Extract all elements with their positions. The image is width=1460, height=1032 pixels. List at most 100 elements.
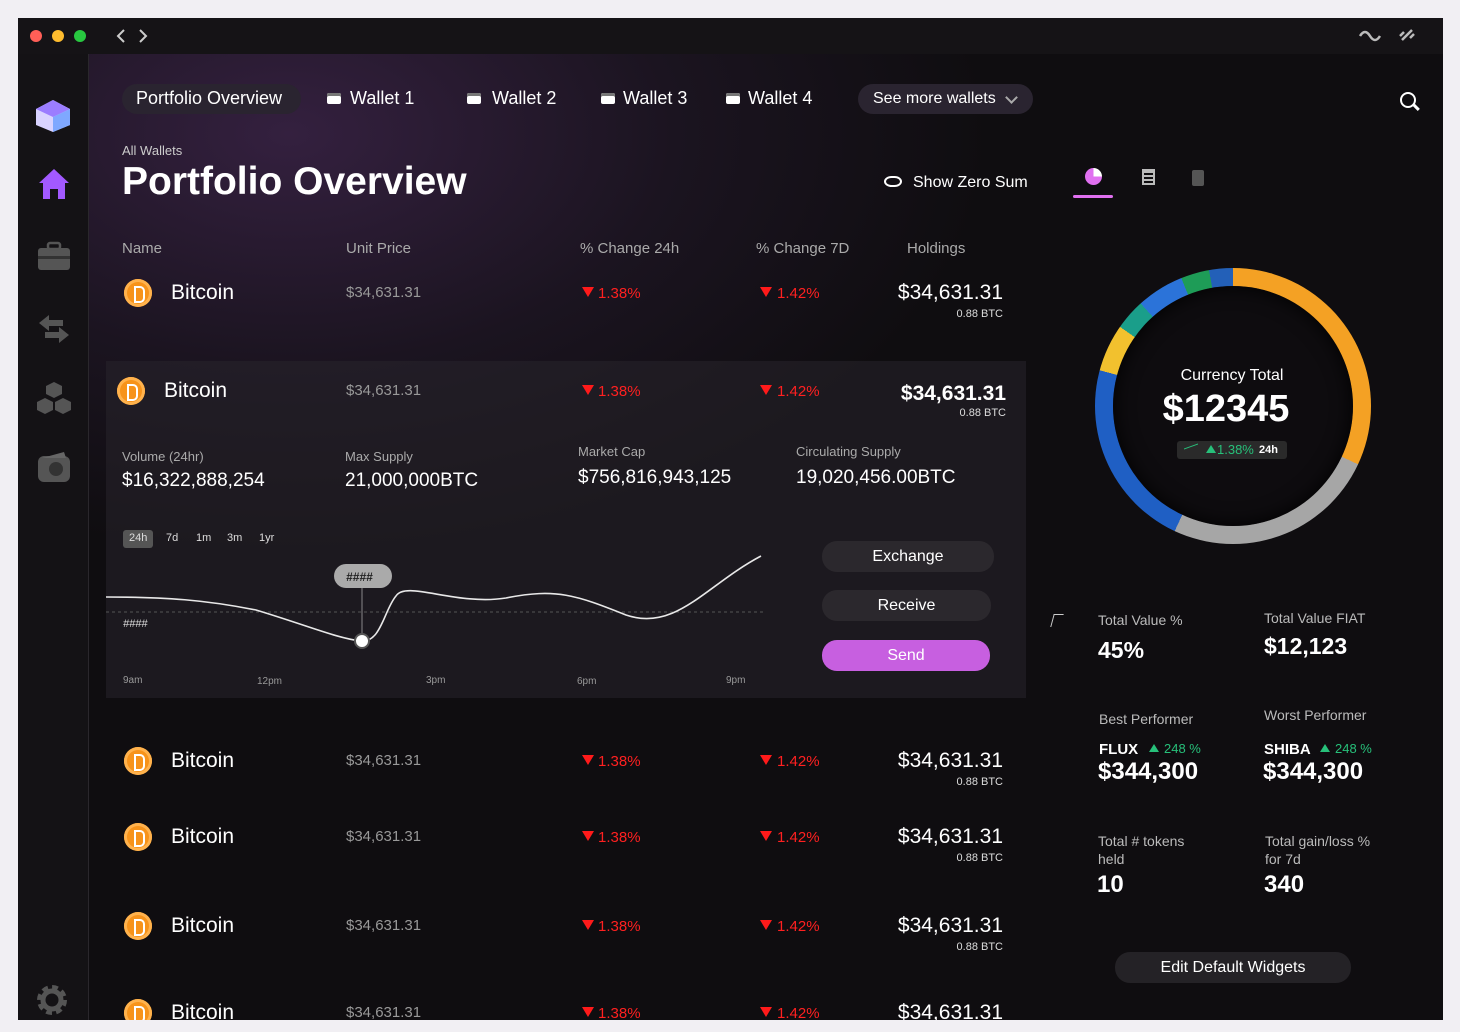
pointer-cursor (1050, 614, 1064, 627)
coin-name[interactable]: Bitcoin (171, 749, 235, 772)
coin-icon (124, 999, 152, 1020)
x-label: 3pm (426, 675, 446, 686)
change-7d: 1.42% (777, 285, 820, 302)
trend-icon (582, 755, 594, 765)
see-more-wallets[interactable]: See more wallets (873, 90, 996, 107)
wallet-tab-icon (726, 93, 740, 104)
see-more-bg[interactable] (858, 84, 1033, 114)
wallet-icon[interactable] (37, 241, 71, 271)
swap-icon[interactable] (37, 312, 71, 346)
change-pill (1177, 441, 1287, 459)
eye-icon (884, 176, 902, 187)
widget-value: 340 (1264, 871, 1305, 898)
pie-view-icon[interactable] (1085, 168, 1102, 185)
wallet-tab-icon (601, 93, 615, 104)
app-window: Portfolio Overview Wallet 1 Wallet 2 Wallet… (18, 18, 1443, 1020)
tab[interactable]: Wallet 1 (350, 88, 415, 108)
coin-name[interactable]: Bitcoin (171, 914, 235, 937)
page-title: Portfolio Overview (122, 160, 467, 203)
coin-icon (124, 823, 152, 851)
performer-value: $344,300 (1098, 758, 1199, 785)
stat-label: Volume (24hr) (122, 449, 204, 464)
x-label: 12pm (257, 676, 283, 687)
performer-value: $344,300 (1263, 758, 1364, 785)
tab[interactable]: Wallet 4 (748, 88, 813, 108)
widget-label: Total # tokens held (1098, 833, 1185, 867)
widget-label: Best Performer (1099, 711, 1194, 727)
holdings-amount: 0.88 BTC (956, 852, 1003, 864)
settings-icon[interactable] (34, 982, 70, 1018)
holdings-amount: 0.88 BTC (956, 941, 1003, 953)
unit-price: $34,631.31 (346, 828, 422, 845)
performer-change: 248 % (1164, 741, 1201, 756)
trend-icon (1320, 744, 1330, 752)
cursor-point[interactable] (354, 633, 370, 649)
action-button[interactable]: Send (822, 640, 990, 671)
view-underline (1073, 195, 1113, 198)
donut-hole (1113, 286, 1353, 526)
range-button[interactable]: 7d (166, 532, 179, 544)
holdings-amount: 0.88 BTC (959, 407, 1006, 419)
search-icon[interactable] (1400, 92, 1416, 108)
holdings: $34,631.31 (897, 1001, 1003, 1020)
holdings-amount: 0.88 BTC (956, 308, 1003, 320)
breadcrumb: All Wallets (122, 143, 183, 158)
stat-label: Max Supply (345, 449, 413, 464)
column-header: Holdings (907, 240, 966, 257)
list-view-icon[interactable] (1192, 170, 1204, 186)
coin-name[interactable]: Bitcoin (171, 825, 235, 848)
tab[interactable]: Wallet 3 (623, 88, 688, 108)
column-header: % Change 7D (756, 240, 850, 257)
performer-change: 248 % (1335, 741, 1372, 756)
tab-active-bg (122, 84, 301, 114)
cash-icon[interactable] (36, 450, 72, 484)
range-active-bg (123, 530, 153, 548)
range-button[interactable]: 3m (227, 532, 243, 544)
range-button[interactable]: 1yr (259, 532, 275, 544)
close-button[interactable] (30, 30, 42, 42)
donut-value: $12345 (1162, 388, 1290, 430)
minimize-button[interactable] (52, 30, 64, 42)
action-button[interactable]: Receive (822, 590, 991, 621)
change-7d: 1.42% (777, 383, 820, 400)
holdings: $34,631.31 (897, 825, 1003, 848)
donut-change: 1.38% (1217, 442, 1254, 457)
change-24h: 1.38% (598, 383, 641, 400)
price-chart (106, 555, 766, 649)
coin-name[interactable]: Bitcoin (164, 379, 228, 402)
widget-label: Total Value FIAT (1264, 610, 1366, 626)
widget-value: 10 (1097, 871, 1124, 898)
range-button[interactable]: 24h (129, 532, 148, 544)
holdings: $34,631.31 (897, 281, 1003, 304)
bar-icons[interactable] (1356, 24, 1426, 48)
nav-arrows[interactable] (110, 26, 154, 46)
stat-value: $16,322,888,254 (122, 470, 265, 491)
unit-price: $34,631.31 (346, 1004, 422, 1020)
home-icon[interactable] (36, 166, 72, 202)
wallet-tab-icon (467, 93, 481, 104)
widget-label: Worst Performer (1264, 707, 1367, 723)
title-bar (18, 18, 1443, 54)
action-button[interactable]: Exchange (822, 541, 994, 572)
range-button[interactable]: 1m (196, 532, 212, 544)
tab[interactable]: Portfolio Overview (136, 88, 283, 108)
coin-icon (117, 377, 145, 405)
zoom-button[interactable] (74, 30, 86, 42)
stat-value: 19,020,456.00BTC (796, 467, 956, 488)
trend-icon (1206, 445, 1216, 453)
logo (36, 100, 70, 132)
trend-icon (760, 1007, 772, 1017)
edit-widgets-button[interactable]: Edit Default Widgets (1115, 952, 1351, 983)
y-label: #### (123, 618, 148, 630)
unit-price: $34,631.31 (346, 917, 422, 934)
assets-icon[interactable] (36, 380, 72, 416)
coin-name[interactable]: Bitcoin (171, 1001, 235, 1020)
coin-name[interactable]: Bitcoin (171, 281, 235, 304)
table-view-icon[interactable] (1142, 169, 1155, 185)
trend-icon (582, 385, 594, 395)
show-zero-sum[interactable]: Show Zero Sum (913, 174, 1028, 191)
price-line (106, 555, 762, 642)
coin-icon (124, 747, 152, 775)
tooltip: #### (346, 570, 373, 584)
tab[interactable]: Wallet 2 (492, 88, 557, 108)
